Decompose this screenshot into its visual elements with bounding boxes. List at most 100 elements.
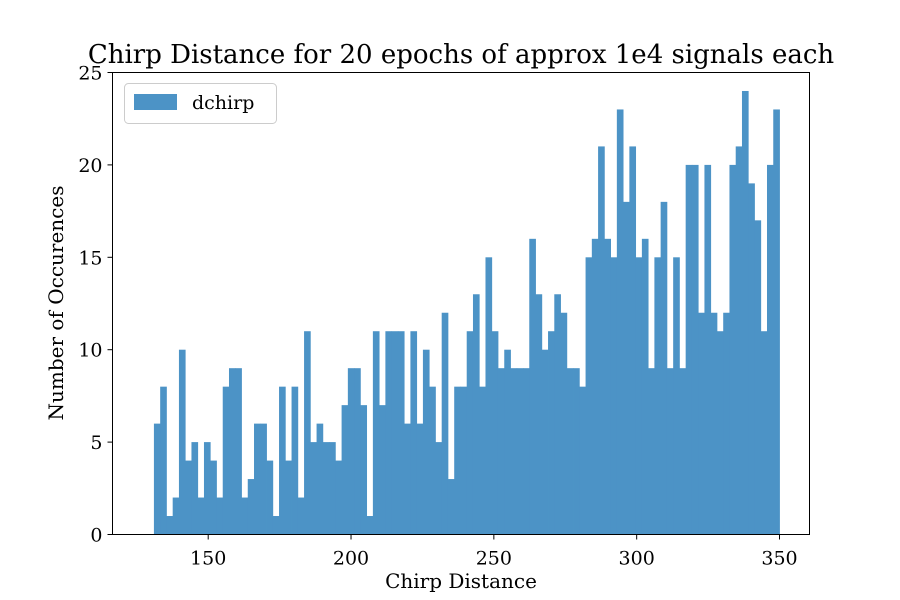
histogram-bar — [260, 423, 267, 535]
histogram-bar — [766, 164, 774, 535]
histogram-bar — [347, 368, 355, 535]
histogram-bar — [441, 312, 449, 535]
histogram-bar — [228, 368, 236, 535]
histogram-bar — [472, 294, 480, 535]
histogram-bar — [310, 442, 317, 535]
histogram-bar — [735, 146, 743, 535]
histogram-bar — [566, 368, 574, 535]
x-tick-label: 300 — [619, 548, 655, 570]
histogram-bar — [673, 257, 680, 535]
histogram-bar — [541, 349, 549, 535]
legend-box — [124, 83, 277, 124]
histogram-bar — [773, 109, 780, 535]
histogram-bar — [360, 405, 368, 535]
histogram-bar — [153, 423, 161, 535]
histogram-bar — [554, 294, 561, 535]
histogram-bar — [435, 442, 443, 535]
histogram-bar — [178, 349, 186, 535]
histogram-bar — [623, 201, 630, 535]
histogram-bar — [710, 312, 718, 535]
histogram-bar — [716, 331, 724, 535]
histogram-bar — [560, 312, 568, 535]
y-tick-label: 15 — [78, 247, 102, 269]
chart-title: Chirp Distance for 20 epochs of approx 1… — [88, 40, 835, 70]
histogram-bar — [729, 164, 737, 535]
histogram-bar — [160, 386, 167, 535]
histogram-bar — [447, 479, 455, 535]
histogram-bar — [485, 257, 493, 535]
histogram-bar — [698, 312, 705, 535]
histogram-bar — [391, 331, 399, 535]
histogram-bar — [285, 460, 292, 535]
histogram-bar — [466, 331, 474, 535]
histogram-bar — [497, 368, 505, 535]
histogram-bar — [629, 146, 637, 535]
y-tick-label: 25 — [78, 63, 102, 85]
histogram-bar — [316, 423, 324, 535]
histogram-bar — [679, 368, 687, 535]
x-axis-label: Chirp Distance — [385, 569, 537, 593]
histogram-bar — [510, 368, 518, 535]
histogram-bar — [429, 386, 436, 535]
histogram-bar — [254, 423, 261, 535]
histogram-bar — [247, 479, 255, 535]
histogram-bar — [304, 331, 311, 535]
histogram-bar — [322, 442, 330, 535]
histogram-bar — [410, 331, 418, 535]
histogram-bar — [354, 368, 361, 535]
histogram-bar — [185, 460, 192, 535]
legend-label: dchirp — [192, 92, 254, 114]
histogram-bar — [579, 386, 586, 535]
y-tick-label: 0 — [90, 525, 102, 547]
histogram-bar — [573, 368, 580, 535]
histogram-bar — [641, 238, 649, 535]
legend-swatch — [134, 94, 177, 110]
histogram-bar — [216, 497, 224, 535]
histogram-bar — [748, 183, 755, 535]
histogram-bar — [535, 294, 543, 535]
histogram-bar — [341, 405, 349, 535]
histogram-bar — [297, 497, 305, 535]
histogram-bar — [604, 238, 611, 535]
histogram-bar — [529, 238, 536, 535]
histogram-bar — [172, 497, 180, 535]
histogram-bar — [372, 331, 380, 535]
histogram-bar — [654, 257, 662, 535]
histogram-bar — [422, 349, 430, 535]
y-axis-label: Number of Occurences — [44, 186, 68, 421]
histogram-bar — [397, 331, 405, 535]
x-axis: 150 200 250 300 350 — [190, 534, 798, 570]
histogram-bar — [660, 201, 668, 535]
histogram-bar — [366, 516, 374, 535]
y-axis: 0 5 10 15 20 25 — [78, 63, 113, 547]
histogram-bar — [335, 460, 342, 535]
x-tick-label: 250 — [476, 548, 512, 570]
x-tick-label: 350 — [761, 548, 797, 570]
histogram-bar — [166, 516, 174, 535]
histogram-bar — [591, 238, 599, 535]
bars-group — [153, 90, 780, 535]
histogram-bar — [210, 460, 217, 535]
histogram-bar — [191, 442, 199, 535]
histogram-bar — [197, 497, 205, 535]
histogram-bar — [741, 90, 749, 535]
histogram-bar — [235, 368, 242, 535]
x-tick-label: 150 — [190, 548, 226, 570]
histogram-bar — [479, 386, 486, 535]
histogram-bar — [704, 164, 712, 535]
legend: dchirp — [124, 83, 277, 124]
histogram-bar — [460, 386, 468, 535]
histogram-bar — [548, 331, 555, 535]
histogram-bar — [585, 257, 593, 535]
histogram-bar — [691, 164, 699, 535]
histogram-bar — [504, 349, 511, 535]
histogram-bar — [404, 423, 411, 535]
histogram-bar — [266, 460, 274, 535]
histogram-bar — [635, 257, 643, 535]
y-tick-label: 10 — [78, 340, 102, 362]
histogram-bar — [454, 386, 461, 535]
histogram-bar — [754, 220, 762, 535]
histogram-bar — [291, 386, 299, 535]
histogram-bar — [329, 442, 336, 535]
